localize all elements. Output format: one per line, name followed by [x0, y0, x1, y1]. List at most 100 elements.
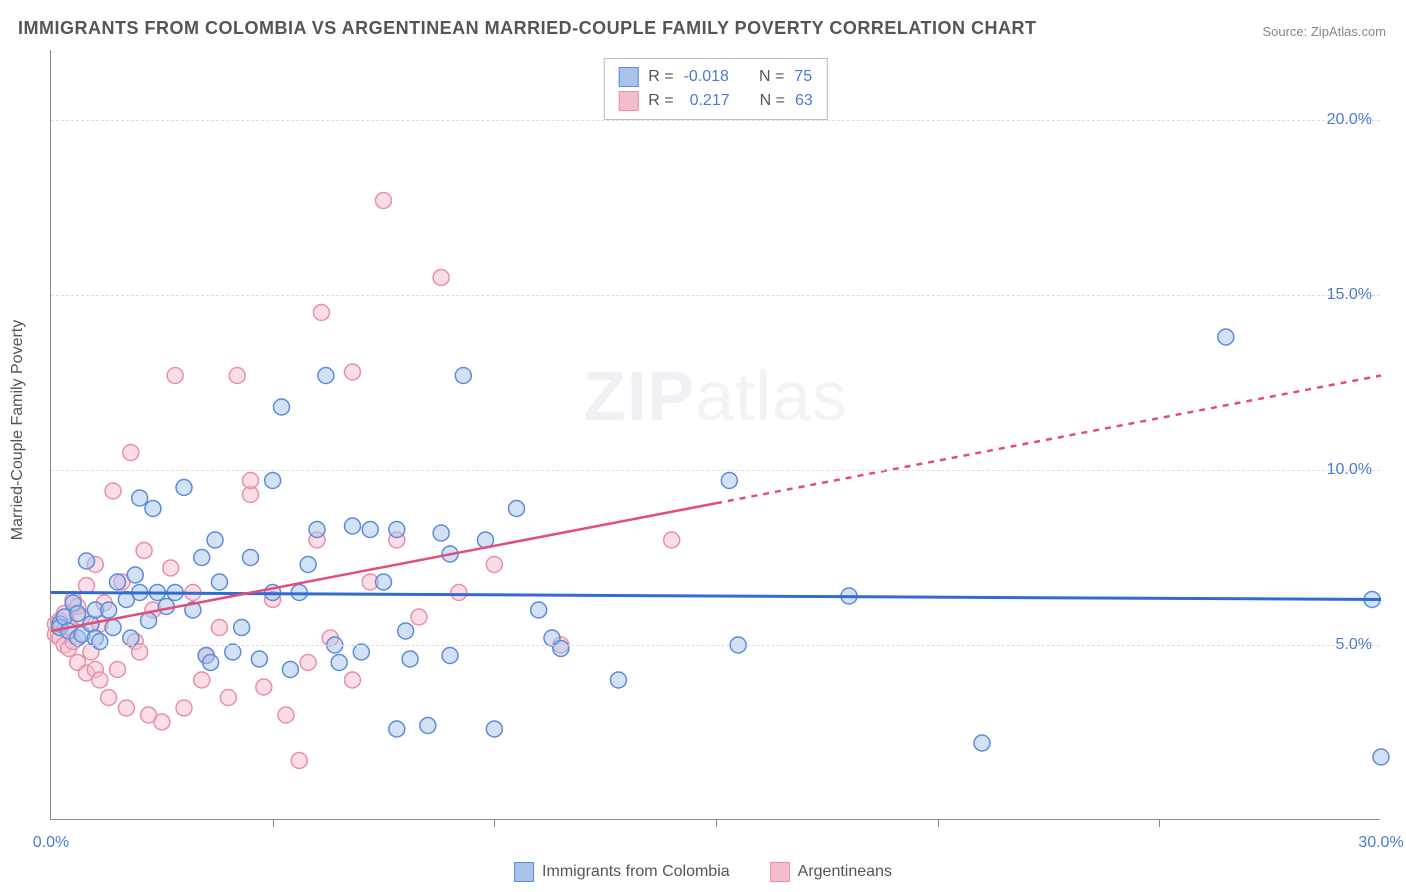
- scatter-point: [344, 518, 360, 534]
- scatter-point: [92, 634, 108, 650]
- grid-line: [51, 295, 1380, 296]
- scatter-point: [78, 553, 94, 569]
- y-tick-label: 10.0%: [1327, 461, 1372, 479]
- scatter-point: [1218, 329, 1234, 345]
- scatter-point: [176, 480, 192, 496]
- scatter-point: [433, 525, 449, 541]
- scatter-point: [455, 368, 471, 384]
- scatter-point: [145, 501, 161, 517]
- scatter-point: [451, 585, 467, 601]
- scatter-point: [1373, 749, 1389, 765]
- scatter-point: [610, 672, 626, 688]
- scatter-point: [420, 718, 436, 734]
- scatter-point: [531, 602, 547, 618]
- y-tick-label: 15.0%: [1327, 286, 1372, 304]
- scatter-point: [123, 445, 139, 461]
- scatter-point: [158, 599, 174, 615]
- legend-item-argentineans: Argentineans: [770, 862, 892, 882]
- legend-series: Immigrants from Colombia Argentineans: [514, 862, 892, 882]
- legend-label-colombia: Immigrants from Colombia: [542, 863, 730, 881]
- scatter-point: [486, 721, 502, 737]
- scatter-point: [234, 620, 250, 636]
- scatter-point: [127, 567, 143, 583]
- scatter-point: [176, 700, 192, 716]
- scatter-point: [220, 690, 236, 706]
- scatter-point: [344, 364, 360, 380]
- y-tick-label: 5.0%: [1336, 636, 1372, 654]
- scatter-point: [70, 606, 86, 622]
- x-tick-label: 0.0%: [33, 834, 69, 852]
- scatter-point: [344, 672, 360, 688]
- scatter-point: [132, 644, 148, 660]
- x-tick-mark: [938, 819, 939, 827]
- scatter-point: [442, 648, 458, 664]
- scatter-point: [265, 473, 281, 489]
- scatter-point: [309, 522, 325, 538]
- scatter-point: [251, 651, 267, 667]
- scatter-point: [486, 557, 502, 573]
- scatter-point: [105, 620, 121, 636]
- x-tick-mark: [716, 819, 717, 827]
- swatch-argentineans-bottom: [770, 862, 790, 882]
- scatter-point: [229, 368, 245, 384]
- scatter-point: [105, 483, 121, 499]
- source-label: Source: ZipAtlas.com: [1262, 24, 1386, 39]
- scatter-point: [664, 532, 680, 548]
- x-tick-mark: [494, 819, 495, 827]
- scatter-point: [331, 655, 347, 671]
- x-tick-mark: [1159, 819, 1160, 827]
- scatter-point: [211, 574, 227, 590]
- plot-svg: [51, 50, 1380, 819]
- trend-line-dashed: [716, 376, 1381, 504]
- scatter-point: [282, 662, 298, 678]
- scatter-point: [974, 735, 990, 751]
- chart-title: IMMIGRANTS FROM COLOMBIA VS ARGENTINEAN …: [18, 18, 1037, 39]
- swatch-colombia-bottom: [514, 862, 534, 882]
- scatter-point: [211, 620, 227, 636]
- scatter-point: [92, 672, 108, 688]
- scatter-point: [136, 543, 152, 559]
- scatter-point: [101, 602, 117, 618]
- scatter-point: [110, 662, 126, 678]
- scatter-point: [433, 270, 449, 286]
- scatter-point: [194, 672, 210, 688]
- trend-line: [51, 503, 716, 631]
- scatter-point: [402, 651, 418, 667]
- plot-area: ZIPatlas R = -0.018 N = 75 R = 0.217 N =…: [50, 50, 1380, 820]
- scatter-point: [721, 473, 737, 489]
- scatter-point: [389, 721, 405, 737]
- scatter-point: [203, 655, 219, 671]
- scatter-point: [163, 560, 179, 576]
- scatter-point: [101, 690, 117, 706]
- chart-container: IMMIGRANTS FROM COLOMBIA VS ARGENTINEAN …: [0, 0, 1406, 892]
- scatter-point: [291, 753, 307, 769]
- scatter-point: [243, 550, 259, 566]
- scatter-point: [376, 574, 392, 590]
- scatter-point: [154, 714, 170, 730]
- scatter-point: [353, 644, 369, 660]
- scatter-point: [78, 578, 94, 594]
- scatter-point: [278, 707, 294, 723]
- scatter-point: [132, 490, 148, 506]
- scatter-point: [225, 644, 241, 660]
- grid-line: [51, 120, 1380, 121]
- scatter-point: [141, 613, 157, 629]
- scatter-point: [256, 679, 272, 695]
- scatter-point: [398, 623, 414, 639]
- scatter-point: [411, 609, 427, 625]
- scatter-point: [553, 641, 569, 657]
- scatter-point: [167, 368, 183, 384]
- scatter-point: [313, 305, 329, 321]
- scatter-point: [274, 399, 290, 415]
- x-tick-label: 30.0%: [1358, 834, 1403, 852]
- scatter-point: [243, 473, 259, 489]
- y-tick-label: 20.0%: [1327, 111, 1372, 129]
- legend-item-colombia: Immigrants from Colombia: [514, 862, 730, 882]
- scatter-point: [300, 655, 316, 671]
- scatter-point: [318, 368, 334, 384]
- grid-line: [51, 470, 1380, 471]
- y-axis-label: Married-Couple Family Poverty: [9, 320, 27, 541]
- scatter-point: [389, 522, 405, 538]
- scatter-point: [300, 557, 316, 573]
- scatter-point: [118, 700, 134, 716]
